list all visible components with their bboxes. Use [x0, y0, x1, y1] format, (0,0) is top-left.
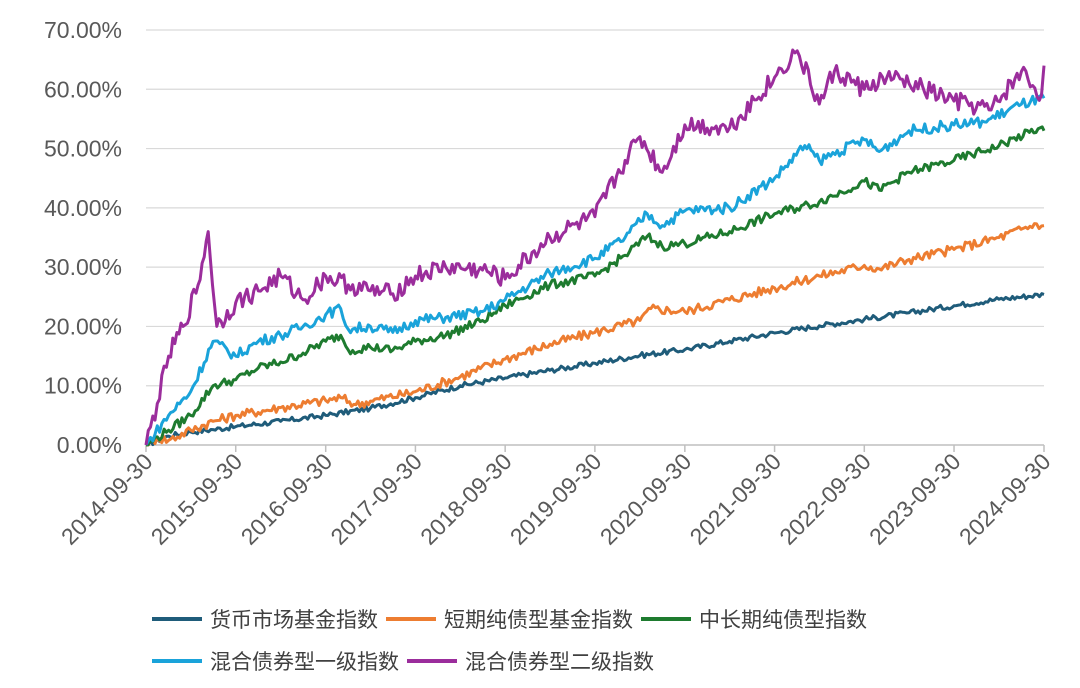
x-tick-label: 2015-09-30: [146, 448, 248, 550]
series-line-3: [144, 92, 1046, 446]
series-line-4: [144, 48, 1046, 446]
legend-item-hybrid-bond-1: 混合债券型一级指数: [152, 646, 399, 676]
series-line-0: [144, 292, 1045, 447]
y-tick-label: 10.00%: [44, 373, 122, 399]
legend-row-2: 混合债券型一级指数 混合债券型二级指数: [152, 640, 1052, 682]
x-tick-label: 2017-09-30: [325, 448, 427, 550]
legend-label-short-term-bond: 短期纯债型基金指数: [444, 608, 633, 632]
series-lines: [144, 48, 1046, 447]
x-tick-label: 2021-09-30: [685, 448, 787, 550]
legend-swatch-hybrid-bond-1: [152, 659, 202, 663]
legend-item-short-term-bond: 短期纯债型基金指数: [386, 604, 633, 634]
x-axis: [145, 444, 1045, 452]
x-tick-label: 2020-09-30: [595, 448, 697, 550]
legend-label-money-market: 货币市场基金指数: [210, 608, 378, 632]
y-tick-label: 0.00%: [57, 432, 122, 458]
legend-swatch-short-term-bond: [386, 617, 436, 621]
y-tick-label: 60.00%: [44, 76, 122, 102]
y-axis-tick-labels: 0.00% 10.00% 20.00% 30.00% 40.00% 50.00% 60.00…: [44, 17, 122, 458]
line-chart: 0.00% 10.00% 20.00% 30.00% 40.00% 50.00% 60.00…: [44, 17, 1056, 550]
y-tick-label: 40.00%: [44, 195, 122, 221]
y-tick-label: 30.00%: [44, 254, 122, 280]
legend-swatch-mid-long-bond: [641, 617, 691, 621]
legend-row-1: 货币市场基金指数 短期纯债型基金指数 中长期纯债型指数: [152, 598, 1052, 640]
legend-item-mid-long-bond: 中长期纯债型指数: [641, 604, 867, 634]
legend-item-hybrid-bond-2: 混合债券型二级指数: [407, 646, 654, 676]
x-tick-label: 2023-09-30: [864, 448, 966, 550]
series-line-2: [145, 125, 1046, 447]
series-line-1: [146, 222, 1045, 447]
x-tick-label: 2016-09-30: [236, 448, 338, 550]
x-tick-label: 2019-09-30: [505, 448, 607, 550]
x-tick-label: 2014-09-30: [56, 448, 158, 550]
legend-label-hybrid-bond-2: 混合债券型二级指数: [465, 650, 654, 674]
legend-swatch-hybrid-bond-2: [407, 659, 457, 663]
x-tick-label: 2024-09-30: [954, 448, 1056, 550]
y-tick-label: 20.00%: [44, 313, 122, 339]
x-tick-label: 2018-09-30: [415, 448, 517, 550]
x-tick-label: 2022-09-30: [774, 448, 876, 550]
legend-label-mid-long-bond: 中长期纯债型指数: [699, 608, 867, 632]
legend-label-hybrid-bond-1: 混合债券型一级指数: [210, 650, 399, 674]
y-tick-label: 50.00%: [44, 136, 122, 162]
legend-swatch-money-market: [152, 617, 202, 621]
legend: 货币市场基金指数 短期纯债型基金指数 中长期纯债型指数 混合债券型一级指数 混合…: [152, 598, 1052, 682]
y-tick-label: 70.00%: [44, 17, 122, 43]
x-axis-tick-labels: 2014-09-302015-09-302016-09-302017-09-30…: [56, 448, 1056, 550]
legend-item-money-market: 货币市场基金指数: [152, 604, 378, 634]
